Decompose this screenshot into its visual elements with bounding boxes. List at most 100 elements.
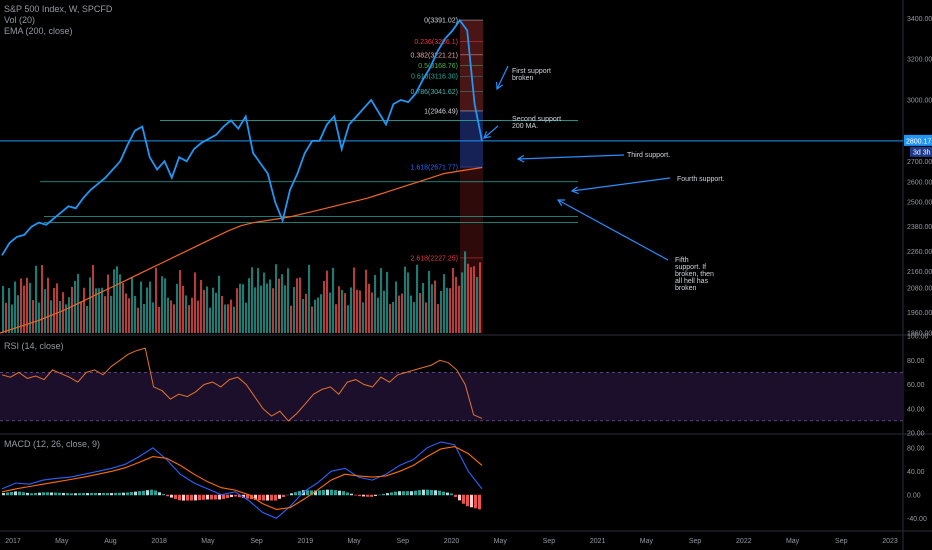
macd-histogram-bar	[466, 494, 469, 507]
volume-bar	[257, 268, 260, 333]
price-line	[1, 18, 483, 256]
annotation-text-1: 200 MA.	[512, 123, 538, 130]
volume-bar	[110, 295, 113, 333]
volume-bar	[404, 266, 407, 333]
fib-label-1: 0.236(3286.1)	[414, 39, 458, 46]
volume-bar	[125, 293, 128, 333]
macd-tick-label: 80.00	[907, 445, 925, 452]
volume-bar	[89, 277, 92, 333]
price-tick-label: 2500.00	[907, 200, 932, 207]
annotation-arrowhead-4	[556, 199, 566, 207]
volume-bar	[449, 288, 452, 333]
volume-bar	[32, 300, 35, 333]
volume-bar	[443, 274, 446, 333]
macd-histogram-bar	[246, 494, 249, 499]
macd-histogram-bar	[218, 494, 221, 500]
volume-bar	[374, 275, 377, 333]
last-price-badge	[904, 134, 932, 146]
macd-histogram-bar	[262, 494, 265, 501]
macd-histogram-bar	[130, 492, 133, 496]
volume-bar	[65, 304, 68, 333]
volume-bar	[392, 301, 395, 333]
volume-bar	[26, 277, 29, 333]
symbol-title[interactable]: S&P 500 Index, W, SPCFD	[4, 4, 113, 14]
macd-histogram-bar	[126, 492, 129, 496]
volume-bar	[173, 304, 176, 333]
macd-histogram-bar	[278, 494, 281, 499]
volume-bar	[239, 283, 242, 333]
macd-histogram-bar	[414, 490, 417, 496]
volume-bar	[203, 289, 206, 333]
time-tick-label: Sep	[543, 538, 556, 545]
ema-legend[interactable]: EMA (200, close)	[4, 26, 73, 36]
fib-label-3: 0.5(3168.76)	[418, 63, 458, 70]
volume-bar	[134, 295, 137, 333]
time-tick-label: May	[201, 538, 215, 545]
macd-histogram-bar	[350, 493, 353, 496]
volume-bar	[278, 278, 281, 333]
volume-bar	[143, 303, 146, 333]
rsi-legend[interactable]: RSI (14, close)	[4, 341, 64, 351]
macd-histogram-bar	[6, 492, 9, 496]
macd-histogram-bar	[178, 494, 181, 501]
volume-bar	[455, 276, 458, 333]
fib-label-5: 0.786(3041.62)	[411, 89, 458, 96]
volume-bar	[107, 274, 110, 333]
fib-zone-middle	[460, 110, 483, 168]
volume-bar	[194, 272, 197, 333]
macd-legend[interactable]: MACD (12, 26, close, 9)	[4, 439, 101, 449]
macd-histogram-bar	[22, 492, 25, 496]
time-tick-label: 2019	[298, 538, 314, 545]
rsi-tick-label: 100.00	[907, 334, 929, 341]
volume-bar	[35, 265, 38, 333]
volume-bar	[458, 285, 461, 333]
volume-bar	[350, 287, 353, 333]
volume-bar	[50, 300, 53, 333]
macd-line	[1, 441, 483, 519]
macd-histogram-bar	[138, 491, 141, 496]
volume-bar	[221, 295, 224, 333]
volume-bar	[284, 285, 287, 333]
volume-bar	[323, 281, 326, 333]
volume-bar	[413, 302, 416, 333]
annotation-text-1: Second support	[512, 116, 561, 123]
volume-bar	[92, 265, 95, 333]
volume-bar	[47, 277, 50, 333]
volume-bar	[158, 306, 161, 333]
macd-histogram-bar	[410, 491, 413, 496]
macd-histogram-bar	[90, 492, 93, 496]
time-tick-label: Sep	[689, 538, 702, 545]
volume-bar	[242, 284, 245, 333]
fib-label-7: 1.618(2671.77)	[411, 165, 458, 172]
volume-bar	[41, 264, 44, 333]
macd-histogram-bar	[418, 490, 421, 496]
volume-bar	[251, 267, 254, 333]
vol-legend[interactable]: Vol (20)	[4, 15, 36, 25]
volume-bar	[272, 288, 275, 333]
annotation-arrowhead-2	[516, 154, 525, 163]
macd-histogram-bar	[306, 490, 309, 496]
macd-histogram-bar	[198, 494, 201, 501]
macd-histogram-bar	[458, 494, 461, 501]
macd-histogram-bar	[298, 491, 301, 496]
volume-bar	[119, 274, 122, 333]
macd-histogram-bar	[30, 493, 33, 496]
macd-histogram-bar	[370, 494, 373, 497]
time-tick-label: 2020	[444, 538, 460, 545]
volume-bar	[254, 287, 257, 333]
time-tick-label: Sep	[835, 538, 848, 545]
macd-histogram-bar	[294, 492, 297, 496]
macd-histogram-bar	[362, 494, 365, 497]
macd-histogram-bar	[438, 490, 441, 496]
macd-histogram-bar	[382, 493, 385, 496]
macd-histogram-bar	[346, 492, 349, 496]
macd-histogram-bar	[122, 492, 125, 496]
time-tick-label: May	[786, 538, 800, 545]
macd-histogram-bar	[254, 494, 257, 500]
volume-bar	[470, 267, 473, 333]
volume-bar	[128, 298, 131, 333]
volume-bar	[302, 298, 305, 333]
volume-bar	[191, 297, 194, 333]
macd-histogram-bar	[18, 491, 21, 496]
